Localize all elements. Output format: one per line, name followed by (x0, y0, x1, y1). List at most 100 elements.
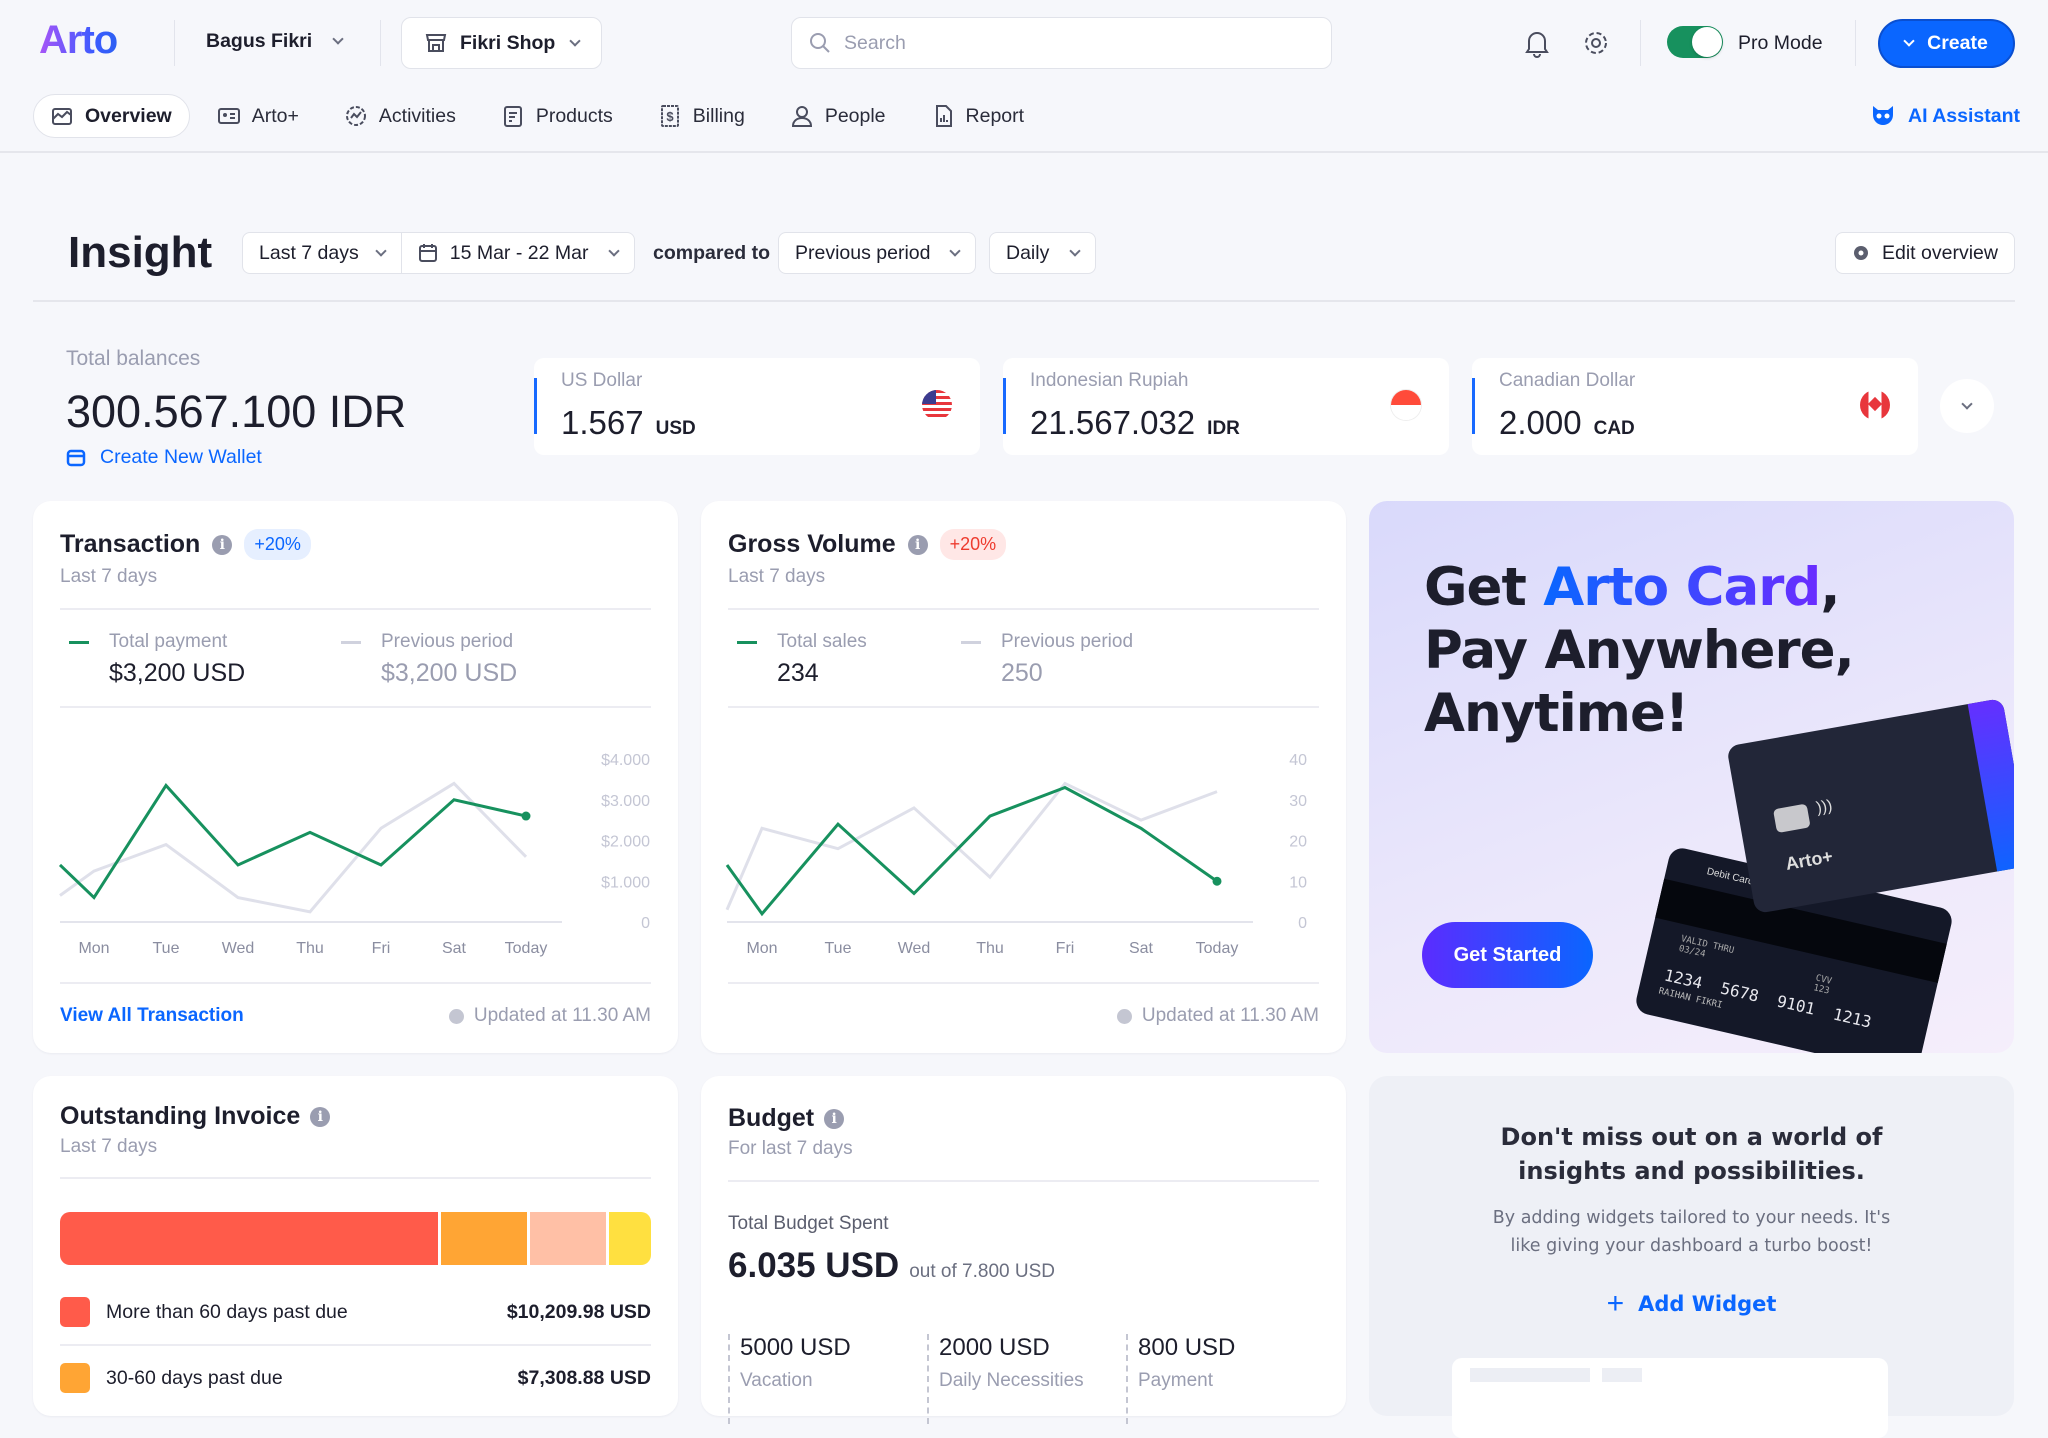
clock-icon (448, 1008, 464, 1024)
info-icon[interactable]: i (212, 534, 233, 555)
user-name: Bagus Fikri (206, 30, 313, 52)
chevron-down-icon (949, 244, 961, 257)
currency-amount: 2.000 (1499, 404, 1582, 441)
legend-value: $3,200 USD (109, 659, 246, 687)
info-icon[interactable]: i (907, 534, 928, 555)
card-title: Gross Volume (728, 530, 896, 558)
divider (60, 608, 651, 610)
budget-item-amount: 2000 USD (939, 1334, 1050, 1361)
promo-headline: Get Arto Card, Pay Anywhere, Anytime! (1424, 556, 1855, 745)
legend-previous: Previous period 250 (961, 631, 1133, 688)
calendar-icon (418, 244, 437, 262)
ai-assistant-button[interactable]: AI Assistant (1870, 103, 2020, 129)
budget-item: 800 USD Payment (1126, 1334, 1235, 1424)
y-tick-label: $4.000 (601, 752, 650, 769)
x-tick-label: Sat (1129, 940, 1154, 957)
divider (728, 706, 1319, 708)
legend-value: $3,200 USD (381, 659, 518, 687)
pro-mode-toggle[interactable] (1667, 26, 1723, 58)
currency-card-cad[interactable]: Canadian Dollar 2.000 CAD (1472, 358, 1918, 455)
accent-bar (1003, 378, 1006, 434)
person-icon (791, 106, 812, 127)
x-tick-label: Mon (746, 940, 777, 957)
card-logo: Arto+ (1783, 845, 1835, 874)
logo[interactable]: Arto+ (39, 14, 132, 62)
bell-icon[interactable] (1523, 28, 1551, 58)
legend-label: Total sales (777, 631, 867, 652)
header-divider (0, 151, 2048, 153)
search-icon (810, 33, 830, 53)
get-started-button[interactable]: Get Started (1422, 922, 1593, 988)
updated-label: Updated at 11.30 AM (473, 1005, 651, 1026)
headline-text: Get (1424, 557, 1544, 618)
divider (728, 1180, 1319, 1182)
headline-text: , (1820, 557, 1840, 618)
date-range-picker[interactable]: 15 Mar - 22 Mar (402, 233, 635, 273)
info-icon[interactable]: i (310, 1106, 331, 1127)
chevron-down-icon (1903, 35, 1915, 47)
invoice-segment (441, 1212, 528, 1265)
interval-select[interactable]: Daily (989, 232, 1096, 274)
accent-bar (534, 378, 537, 434)
y-tick-label: 30 (1289, 793, 1307, 810)
chip-icon (1772, 803, 1811, 834)
total-balances-label: Total balances (66, 347, 201, 370)
budget-item-label: Payment (1138, 1370, 1213, 1391)
invoice-row[interactable]: More than 60 days past due $10,209.98 US… (60, 1297, 651, 1327)
shop-switcher[interactable]: Fikri Shop (401, 17, 602, 69)
divider (1640, 20, 1641, 66)
currency-card-usd[interactable]: US Dollar 1.567 USD (534, 358, 980, 455)
currency-amount: 1.567 (561, 404, 644, 441)
svg-text:$: $ (666, 109, 674, 124)
widget-preview (1452, 1358, 1888, 1438)
last-point-marker (521, 811, 531, 821)
tab-report[interactable]: Report (932, 94, 1024, 138)
ai-assistant-label: AI Assistant (1908, 104, 2020, 127)
add-widget-button[interactable]: + Add Widget (1369, 1289, 2014, 1319)
expand-currencies-button[interactable] (1940, 379, 1994, 433)
create-wallet-link[interactable]: Create New Wallet (66, 446, 262, 469)
compare-value: Previous period (795, 241, 931, 264)
currency-card-idr[interactable]: Indonesian Rupiah 21.567.032 IDR (1003, 358, 1449, 455)
x-tick-label: Today (505, 940, 548, 957)
budget-item: 5000 USD Vacation (728, 1334, 851, 1424)
search-input[interactable]: Search (791, 17, 1332, 69)
tab-overview[interactable]: Overview (33, 94, 190, 138)
legend-swatch (341, 640, 361, 644)
chevron-down-icon (1961, 397, 1973, 410)
create-button[interactable]: Create (1878, 19, 2015, 68)
id-flag-icon (1391, 390, 1421, 420)
y-tick-label: 10 (1289, 874, 1307, 891)
invoice-segment (609, 1212, 651, 1265)
range-select[interactable]: Last 7 days (243, 233, 402, 273)
get-started-label: Get Started (1453, 943, 1562, 966)
report-icon (935, 105, 952, 127)
view-all-transaction-link[interactable]: View All Transaction (60, 1005, 244, 1026)
divider (60, 706, 651, 708)
legend-label: Previous period (1001, 631, 1134, 652)
add-widget-card: Don't miss out on a world of insights an… (1369, 1076, 2014, 1438)
budget-item: 2000 USD Daily Necessities (927, 1334, 1084, 1424)
gross-volume-chart: 0 10 20 30 40 Mon Tue Wed Thu Fri Sat Today (725, 752, 1307, 957)
card-subtitle: For last 7 days (728, 1138, 853, 1159)
user-switcher[interactable]: Bagus Fikri (206, 30, 344, 53)
card-title: Transaction (60, 530, 201, 558)
tab-arto-plus[interactable]: Arto+ (217, 94, 299, 138)
store-icon (425, 34, 447, 52)
tab-products[interactable]: Products (502, 94, 613, 138)
tab-activities[interactable]: Activities (345, 94, 456, 138)
divider (60, 1177, 651, 1179)
currency-code: CAD (1593, 418, 1635, 439)
x-tick-label: Tue (825, 940, 852, 957)
invoice-row[interactable]: 30-60 days past due $7,308.88 USD (60, 1363, 651, 1393)
tab-people[interactable]: People (791, 94, 886, 138)
tab-billing[interactable]: $ Billing (659, 94, 745, 138)
compare-select[interactable]: Previous period (778, 232, 976, 274)
card-subtitle: Last 7 days (728, 566, 826, 587)
gear-icon[interactable] (1582, 29, 1610, 57)
edit-overview-button[interactable]: Edit overview (1835, 232, 2015, 274)
invoice-segment (60, 1212, 439, 1265)
transaction-chart: 0 $1.000 $2.000 $3.000 $4.000 Mon Tue Wed Thu Fri… (58, 752, 650, 957)
info-icon[interactable]: i (824, 1108, 845, 1129)
divider (174, 20, 175, 66)
